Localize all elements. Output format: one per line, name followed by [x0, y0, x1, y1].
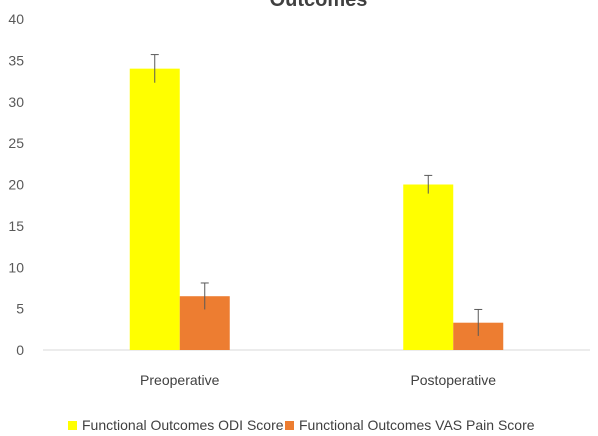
y-tick-label: 25 [8, 135, 24, 151]
x-tick-label: Postoperative [410, 372, 496, 388]
y-tick-label: 35 [8, 52, 24, 68]
y-tick-label: 20 [8, 177, 24, 193]
bar-odi-postoperative [403, 184, 454, 350]
bars [129, 54, 504, 351]
y-axis: 0 5 10 15 20 25 30 35 40 [8, 11, 24, 358]
y-tick-label: 5 [16, 301, 24, 317]
x-tick-label: Preoperative [140, 372, 220, 388]
legend: Functional Outcomes ODI Score Functional … [68, 417, 535, 433]
y-tick-label: 15 [8, 218, 24, 234]
bar-odi-preoperative [129, 68, 180, 351]
y-tick-label: 30 [8, 94, 24, 110]
legend-label: Functional Outcomes ODI Score [82, 417, 284, 433]
legend-swatch [68, 421, 77, 430]
chart-title: Outcomes [270, 0, 368, 11]
y-tick-label: 0 [16, 342, 24, 358]
x-axis: Preoperative Postoperative [140, 372, 496, 388]
y-tick-label: 10 [8, 259, 24, 275]
legend-label: Functional Outcomes VAS Pain Score [299, 417, 535, 433]
legend-swatch [285, 421, 294, 430]
y-tick-label: 40 [8, 11, 24, 27]
